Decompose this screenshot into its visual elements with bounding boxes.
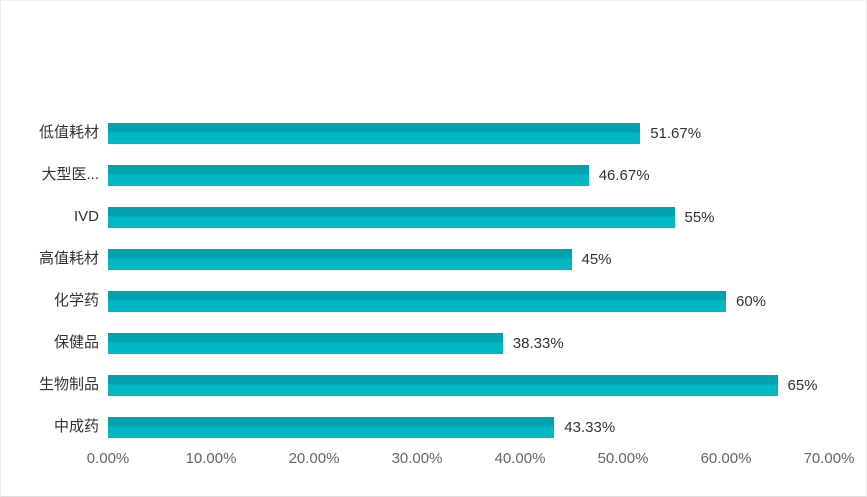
chart-row: 高值耗材 45% bbox=[39, 238, 829, 280]
bar[interactable] bbox=[108, 416, 555, 438]
chart-row: IVD 55% bbox=[74, 196, 829, 238]
x-axis-tick-label: 50.00% bbox=[597, 450, 649, 467]
bar[interactable] bbox=[108, 248, 572, 270]
chart-row: 大型医... 46.67% bbox=[41, 154, 829, 196]
chart-row: 低值耗材 51.67% bbox=[39, 112, 829, 154]
value-label: 51.67% bbox=[650, 124, 702, 142]
bar[interactable] bbox=[108, 332, 503, 354]
bar[interactable] bbox=[108, 122, 641, 144]
value-label: 60% bbox=[736, 292, 767, 310]
category-label: 低值耗材 bbox=[38, 124, 99, 141]
chart-title-area bbox=[1, 1, 866, 101]
category-label: 中成药 bbox=[53, 418, 99, 435]
value-label: 45% bbox=[581, 250, 612, 268]
x-axis-tick-label: 10.00% bbox=[185, 450, 237, 467]
chart-row: 中成药 43.33% bbox=[54, 406, 829, 448]
bar[interactable] bbox=[108, 206, 675, 228]
bar[interactable] bbox=[108, 164, 589, 186]
category-label: 化学药 bbox=[53, 292, 99, 309]
category-label: 大型医... bbox=[41, 166, 99, 183]
plot-area: 低值耗材 51.67% 大型医... 46.67% IVD 55% 高值耗材 45% 化学药 60… bbox=[39, 112, 829, 448]
category-label: 保健品 bbox=[53, 334, 99, 351]
category-label: IVD bbox=[73, 208, 99, 225]
x-axis-tick-label: 20.00% bbox=[288, 450, 340, 467]
value-label: 55% bbox=[684, 208, 715, 226]
x-axis-tick-label: 30.00% bbox=[391, 450, 443, 467]
chart-row: 保健品 38.33% bbox=[54, 322, 829, 364]
chart-row: 生物制品 65% bbox=[39, 364, 829, 406]
x-axis-tick-label: 60.00% bbox=[700, 450, 752, 467]
value-label: 38.33% bbox=[512, 334, 564, 352]
value-label: 43.33% bbox=[564, 418, 616, 436]
value-label: 46.67% bbox=[598, 166, 650, 184]
chart-row: 化学药 60% bbox=[54, 280, 829, 322]
x-axis-tick-label: 0.00% bbox=[86, 450, 130, 467]
x-axis-tick-label: 70.00% bbox=[803, 450, 855, 467]
category-label: 生物制品 bbox=[38, 376, 99, 393]
x-axis-tick-label: 40.00% bbox=[494, 450, 546, 467]
bar[interactable] bbox=[108, 290, 726, 312]
value-label: 65% bbox=[787, 376, 818, 394]
category-label: 高值耗材 bbox=[38, 250, 99, 267]
bar[interactable] bbox=[108, 374, 778, 396]
x-axis: 0.00% 10.00% 20.00% 30.00% 40.00% 50.00% 60.00… bbox=[87, 450, 855, 470]
